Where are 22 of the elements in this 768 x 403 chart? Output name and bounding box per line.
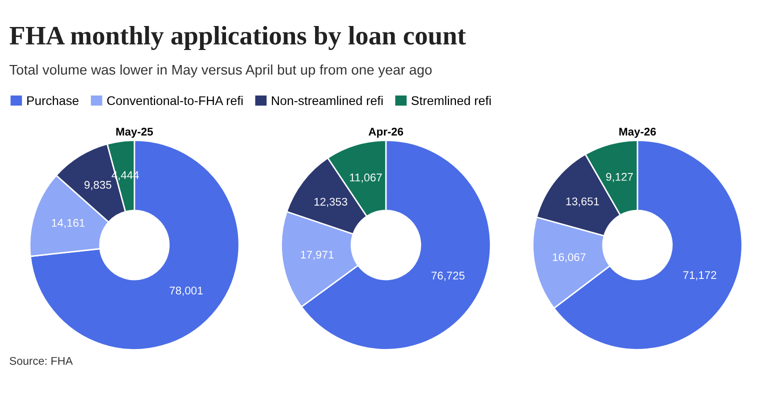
donut-slice	[30, 140, 240, 350]
legend-label: Purchase	[27, 96, 78, 106]
data-label: 12,353	[314, 198, 348, 208]
data-label: 71,172	[683, 271, 716, 280]
legend-label: Conventional-to-FHA refi	[107, 96, 243, 106]
source-note: Source: FHA	[10, 356, 73, 365]
data-label: 17,971	[300, 250, 334, 260]
data-label: 16,067	[552, 253, 586, 262]
text: May-25	[116, 128, 153, 138]
data-label: 11,067	[350, 174, 382, 183]
text: FHA monthly applications by loan count	[10, 26, 466, 50]
data-label: 78,001	[170, 286, 203, 296]
chart-title: May-26	[619, 128, 656, 138]
data-label: 13,651	[566, 197, 599, 207]
data-label: 9,127	[606, 172, 633, 182]
data-label: 14,161	[52, 218, 85, 228]
data-label: 76,725	[432, 272, 465, 281]
data-label: 9,835	[84, 180, 112, 190]
chart-title: Apr-26	[368, 128, 404, 138]
legend-label: Non-streamlined refi	[272, 96, 383, 106]
legend-label: Stremlined refi	[412, 96, 491, 106]
text: Total volume was lower in May versus April but up from one year ago	[10, 64, 432, 78]
